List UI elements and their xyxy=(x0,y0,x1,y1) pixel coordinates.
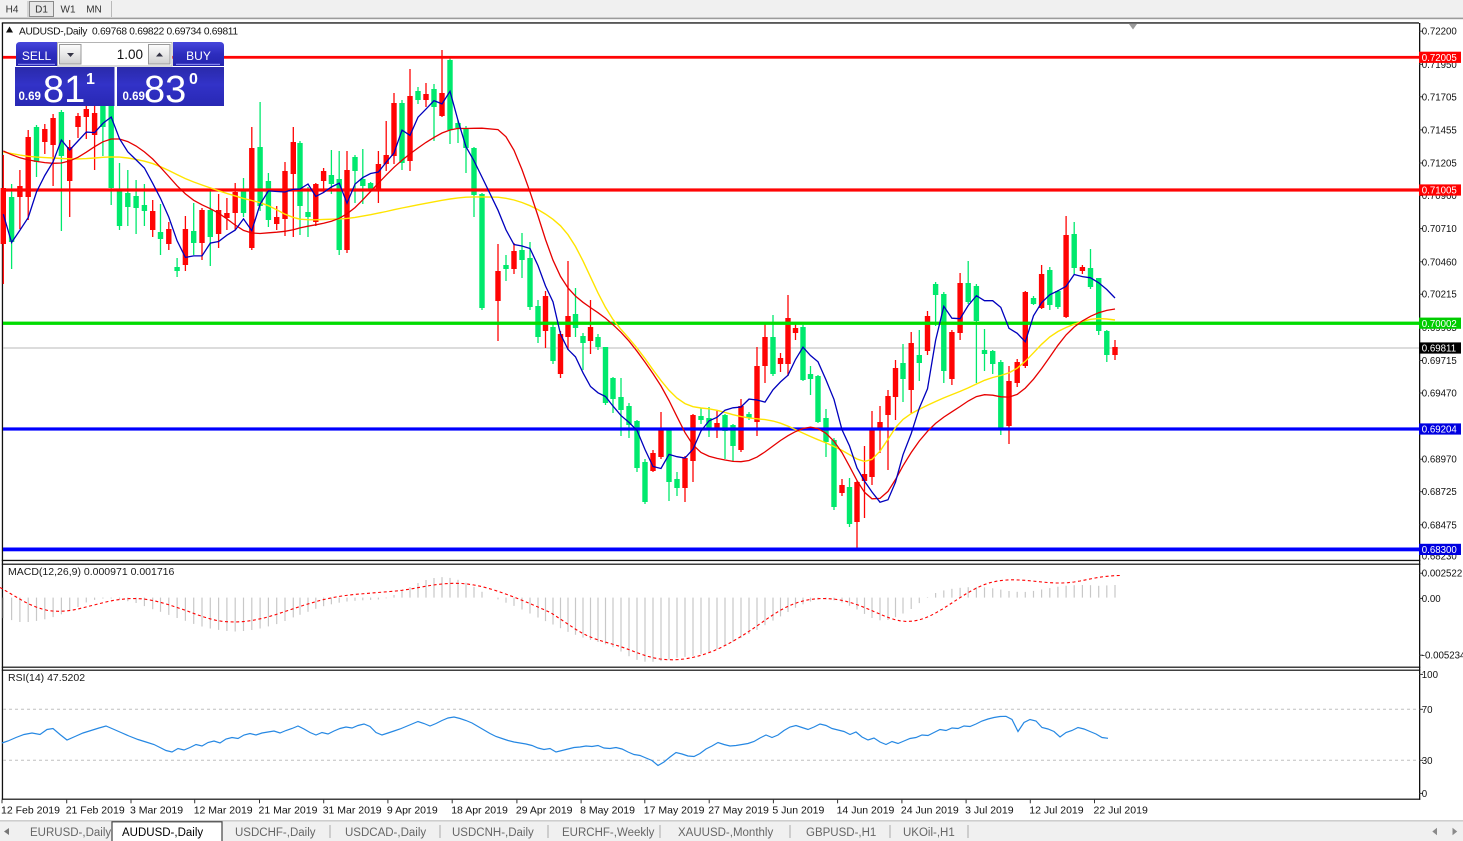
svg-text:USDCAD-,Daily: USDCAD-,Daily xyxy=(345,827,426,839)
svg-text:81: 81 xyxy=(43,69,85,111)
svg-text:USDCHF-,Daily: USDCHF-,Daily xyxy=(235,827,316,839)
svg-text:0.69204: 0.69204 xyxy=(1422,425,1458,436)
svg-text:17 May 2019: 17 May 2019 xyxy=(644,805,705,817)
svg-text:XAUUSD-,Monthly: XAUUSD-,Monthly xyxy=(678,827,773,839)
svg-text:0.70215: 0.70215 xyxy=(1422,290,1457,301)
svg-text:27 May 2019: 27 May 2019 xyxy=(708,805,769,817)
svg-text:0.69715: 0.69715 xyxy=(1422,356,1457,367)
svg-text:3 Mar 2019: 3 Mar 2019 xyxy=(130,805,183,817)
svg-text:0.69: 0.69 xyxy=(19,91,41,103)
svg-text:21 Mar 2019: 21 Mar 2019 xyxy=(259,805,318,817)
svg-text:21 Feb 2019: 21 Feb 2019 xyxy=(66,805,125,817)
svg-text:24 Jun 2019: 24 Jun 2019 xyxy=(901,805,959,817)
svg-text:3 Jul 2019: 3 Jul 2019 xyxy=(965,805,1014,817)
svg-text:18 Apr 2019: 18 Apr 2019 xyxy=(451,805,508,817)
svg-text:0.71705: 0.71705 xyxy=(1422,92,1457,103)
svg-text:H4: H4 xyxy=(6,5,19,16)
svg-text:AUDUSD-,Daily 0.69768 0.69822: AUDUSD-,Daily 0.69768 0.69822 0.69734 0.… xyxy=(19,26,238,37)
svg-text:70: 70 xyxy=(1422,705,1433,716)
svg-text:30: 30 xyxy=(1422,756,1433,767)
svg-text:EURCHF-,Weekly: EURCHF-,Weekly xyxy=(562,827,655,839)
svg-text:0.71950: 0.71950 xyxy=(1422,60,1458,71)
svg-text:0.70002: 0.70002 xyxy=(1422,319,1457,330)
svg-text:100: 100 xyxy=(1422,670,1439,681)
svg-text:0.72005: 0.72005 xyxy=(1422,53,1457,64)
svg-text:0.68300: 0.68300 xyxy=(1422,545,1458,556)
svg-text:D1: D1 xyxy=(35,5,48,16)
svg-text:0.69470: 0.69470 xyxy=(1422,389,1458,400)
svg-text:EURUSD-,Daily: EURUSD-,Daily xyxy=(30,827,111,839)
svg-text:USDCNH-,Daily: USDCNH-,Daily xyxy=(452,827,534,839)
svg-text:0.71005: 0.71005 xyxy=(1422,186,1457,197)
svg-text:UKOil-,H1: UKOil-,H1 xyxy=(903,827,955,839)
svg-text:0.71455: 0.71455 xyxy=(1422,125,1457,136)
svg-text:31 Mar 2019: 31 Mar 2019 xyxy=(323,805,382,817)
svg-text:12 Jul 2019: 12 Jul 2019 xyxy=(1029,805,1083,817)
svg-text:SELL: SELL xyxy=(22,49,52,63)
svg-text:0.00: 0.00 xyxy=(1422,594,1441,605)
svg-text:0.71205: 0.71205 xyxy=(1422,159,1457,170)
svg-text:0.68725: 0.68725 xyxy=(1422,487,1457,498)
svg-text:1.00: 1.00 xyxy=(117,47,143,62)
svg-text:0.68970: 0.68970 xyxy=(1422,455,1458,466)
svg-text:0.68230: 0.68230 xyxy=(1422,552,1458,563)
svg-text:0.69: 0.69 xyxy=(123,91,145,103)
svg-text:0: 0 xyxy=(189,71,198,88)
svg-text:MACD(12,26,9) 0.000971 0.00171: MACD(12,26,9) 0.000971 0.001716 xyxy=(8,566,175,578)
svg-text:0.69811: 0.69811 xyxy=(1422,344,1456,355)
svg-text:5 Jun 2019: 5 Jun 2019 xyxy=(772,805,824,817)
svg-text:0.002522: 0.002522 xyxy=(1422,569,1462,580)
svg-text:83: 83 xyxy=(144,69,186,111)
svg-text:MN: MN xyxy=(86,5,102,16)
svg-text:-0.005234: -0.005234 xyxy=(1422,651,1463,662)
svg-text:29 Apr 2019: 29 Apr 2019 xyxy=(516,805,573,817)
svg-text:22 Jul 2019: 22 Jul 2019 xyxy=(1094,805,1148,817)
svg-text:GBPUSD-,H1: GBPUSD-,H1 xyxy=(806,827,876,839)
svg-text:BUY: BUY xyxy=(186,49,211,63)
svg-text:0.72200: 0.72200 xyxy=(1422,27,1458,38)
svg-text:0.70460: 0.70460 xyxy=(1422,257,1458,268)
svg-text:12 Feb 2019: 12 Feb 2019 xyxy=(1,805,60,817)
svg-text:W1: W1 xyxy=(61,5,76,16)
svg-text:0.68475: 0.68475 xyxy=(1422,520,1457,531)
svg-text:AUDUSD-,Daily: AUDUSD-,Daily xyxy=(122,827,203,839)
svg-text:1: 1 xyxy=(86,71,95,88)
svg-text:0.70710: 0.70710 xyxy=(1422,224,1458,235)
svg-text:8 May 2019: 8 May 2019 xyxy=(580,805,635,817)
svg-text:9 Apr 2019: 9 Apr 2019 xyxy=(387,805,438,817)
svg-text:12 Mar 2019: 12 Mar 2019 xyxy=(194,805,253,817)
svg-text:RSI(14) 47.5202: RSI(14) 47.5202 xyxy=(8,672,85,684)
svg-text:0: 0 xyxy=(1422,789,1428,800)
svg-text:14 Jun 2019: 14 Jun 2019 xyxy=(837,805,895,817)
svg-text:0.70960: 0.70960 xyxy=(1422,191,1458,202)
